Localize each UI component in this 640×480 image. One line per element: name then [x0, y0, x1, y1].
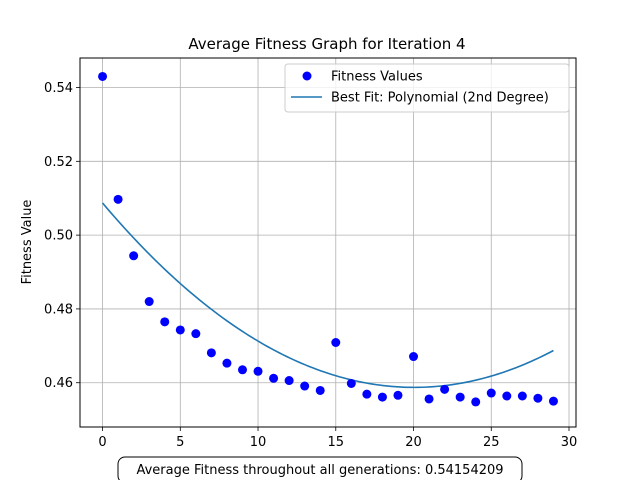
fitness-point — [377, 392, 387, 402]
y-axis-title: Fitness Value — [20, 200, 35, 285]
fitness-point — [362, 389, 372, 399]
fitness-point — [206, 348, 216, 358]
fitness-point — [253, 366, 263, 376]
y-tick-label: 0.54 — [44, 81, 73, 96]
fitness-point — [315, 385, 325, 395]
plot-frame — [79, 57, 577, 428]
fitness-point — [424, 394, 434, 404]
fitness-point — [471, 397, 481, 407]
x-tick-label: 25 — [483, 435, 500, 450]
fitness-point — [237, 365, 247, 375]
legend: Fitness Values Best Fit: Polynomial (2nd… — [284, 63, 570, 113]
fitness-point — [144, 297, 154, 307]
data-points-layer — [98, 71, 558, 407]
x-axis-ticks: 0 5 10 15 20 25 30 — [98, 427, 577, 450]
fitness-point — [331, 337, 341, 347]
x-tick-label: 30 — [561, 435, 578, 450]
fitness-point — [175, 325, 185, 335]
chart-title: Average Fitness Graph for Iteration 4 — [188, 35, 465, 53]
y-tick-label: 0.48 — [44, 302, 73, 317]
x-tick-label: 0 — [98, 435, 106, 450]
fitness-point — [440, 384, 450, 394]
fitness-point — [191, 329, 201, 339]
y-tick-label: 0.50 — [44, 229, 73, 244]
fitness-point — [113, 194, 123, 204]
fitness-point — [300, 381, 310, 391]
best-fit-line — [101, 202, 554, 389]
average-fitness-annotation: Average Fitness throughout all generatio… — [117, 456, 523, 480]
legend-label-best-fit: Best Fit: Polynomial (2nd Degree) — [331, 91, 549, 106]
fitness-point — [269, 373, 279, 383]
y-tick-label: 0.52 — [44, 155, 73, 170]
fitness-point — [486, 388, 496, 398]
fitness-point — [502, 391, 512, 401]
fitness-point — [222, 358, 232, 368]
fitness-point — [548, 396, 558, 406]
legend-box — [284, 63, 570, 113]
x-tick-label: 10 — [250, 435, 267, 450]
annotation-box — [117, 456, 523, 480]
fitness-point — [517, 391, 527, 401]
grid-lines — [80, 58, 576, 427]
fit-line-layer — [101, 202, 554, 389]
fitness-point — [129, 251, 139, 261]
annotation-text: Average Fitness throughout all generatio… — [136, 463, 503, 478]
x-tick-label: 20 — [405, 435, 422, 450]
fitness-point — [346, 378, 356, 388]
fitness-point — [409, 352, 419, 362]
fitness-point — [393, 390, 403, 400]
fitness-point — [284, 376, 294, 386]
fitness-point — [533, 393, 543, 403]
fitness-point — [455, 392, 465, 402]
x-tick-label: 5 — [176, 435, 184, 450]
legend-marker-fitness-values — [302, 71, 312, 81]
y-axis-ticks: 0.46 0.48 0.50 0.52 0.54 — [44, 81, 80, 391]
y-tick-label: 0.46 — [44, 376, 73, 391]
legend-label-fitness-values: Fitness Values — [331, 70, 423, 85]
fitness-point — [160, 317, 170, 327]
fitness-point — [98, 71, 108, 81]
x-tick-label: 15 — [328, 435, 345, 450]
